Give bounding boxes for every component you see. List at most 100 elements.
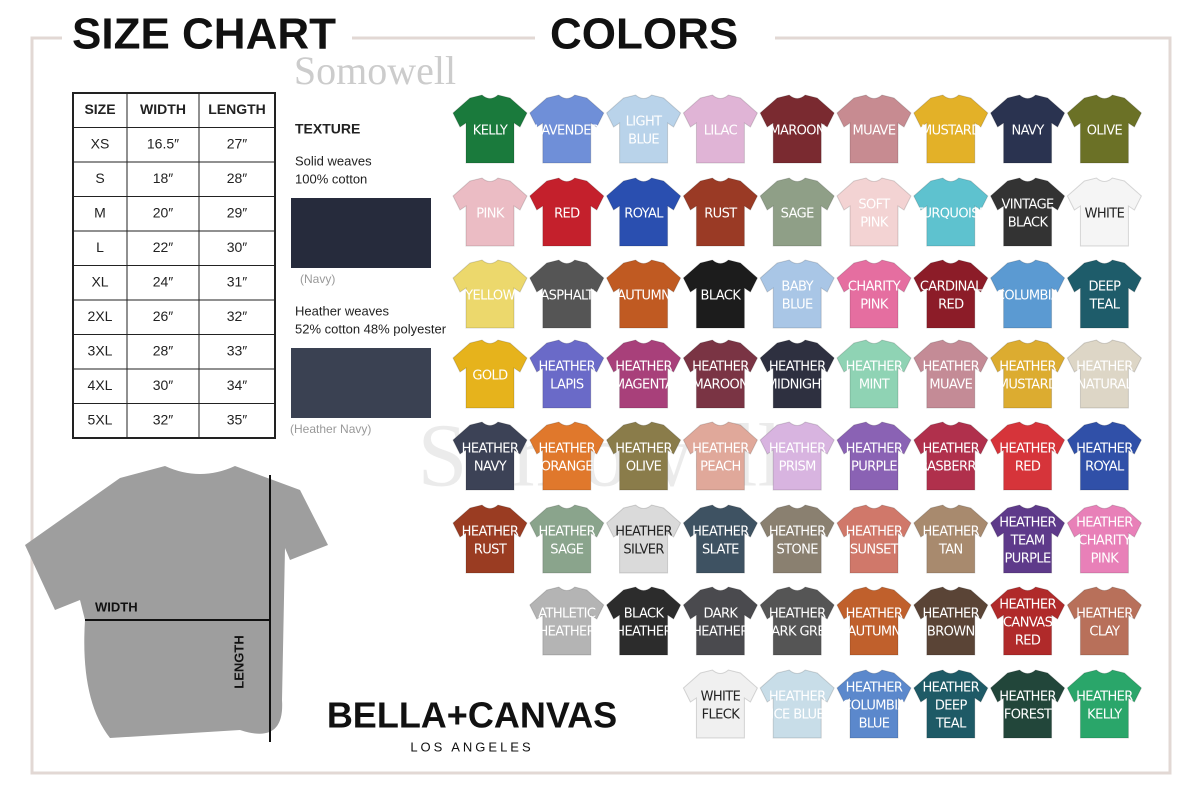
color-label: HEATHER: [615, 625, 672, 640]
color-shirt: [913, 504, 989, 574]
color-label: HEATHER: [1076, 516, 1133, 531]
color-label: HEATHER: [769, 525, 826, 540]
color-shirt: [605, 177, 682, 247]
color-label: ASPHALT: [540, 289, 594, 304]
color-label: HEATHER: [846, 442, 903, 457]
color-shirt: [529, 339, 605, 409]
texture-title: TEXTURE: [295, 121, 360, 137]
color-shirt: [605, 421, 682, 491]
color-label: KELLY: [1087, 708, 1122, 723]
color-label: MUSTARD: [998, 378, 1058, 393]
color-shirt: [529, 421, 605, 491]
color-label: NATURAL: [1077, 378, 1134, 393]
color-label: LAVENDER: [534, 124, 599, 139]
color-shirt: [759, 504, 835, 574]
color-label: HEATHER: [846, 360, 903, 375]
color-shirt: [452, 339, 528, 409]
color-shirt: [682, 94, 759, 164]
color-label: DARK GREY: [762, 625, 833, 640]
color-shirt: [682, 504, 759, 574]
color-label: PEACH: [700, 460, 741, 475]
color-label: LAPIS: [550, 378, 584, 393]
texture-desc: Solid weaves: [295, 153, 372, 168]
color-shirt: [529, 177, 605, 247]
color-label: HEATHER: [846, 681, 903, 696]
table-cell: 28″: [227, 170, 248, 186]
color-label: AUTUMN: [617, 289, 670, 304]
color-label: CLAY: [1089, 625, 1120, 640]
table-cell: 5XL: [88, 411, 113, 427]
color-label: HEATHER: [692, 360, 749, 375]
color-label: HEATHER: [769, 442, 826, 457]
color-label: NAVY: [1011, 124, 1044, 139]
color-label: TURQUOISE: [914, 207, 987, 222]
color-shirt: [605, 94, 682, 164]
color-label: SILVER: [623, 543, 664, 558]
color-label: DARK: [703, 607, 738, 622]
table-cell: 2XL: [88, 308, 113, 324]
color-label: DEEP: [1088, 280, 1121, 295]
color-label: CANVAS: [1003, 616, 1053, 631]
color-label: SOFT: [858, 198, 890, 213]
color-label: COLUMBIA: [842, 699, 906, 714]
color-label: HEATHER: [1076, 360, 1133, 375]
color-shirt: [452, 177, 528, 247]
table-cell: 30″: [153, 377, 174, 393]
table-cell: 26″: [153, 308, 174, 324]
color-shirt: [913, 259, 989, 329]
title-bg: [535, 10, 775, 60]
color-label: PINK: [860, 298, 889, 313]
table-cell: 18″: [153, 170, 174, 186]
color-label: MUAVE: [929, 378, 972, 393]
table-cell: S: [95, 170, 104, 186]
table-cell: 33″: [227, 342, 248, 358]
color-shirt: [759, 339, 835, 409]
color-label: HEATHER: [1076, 607, 1133, 622]
color-shirt: [452, 504, 528, 574]
texture-swatch: [291, 198, 431, 268]
table-cell: 35″: [227, 411, 248, 427]
table-header: SIZE: [84, 101, 115, 117]
color-label: BROWN: [927, 625, 975, 640]
color-label: MINT: [859, 378, 890, 393]
color-shirt: [913, 177, 989, 247]
brand-name: BELLA+CANVAS: [327, 695, 617, 736]
color-shirt: [836, 339, 912, 409]
color-label: HEATHER: [462, 525, 519, 540]
color-label: ROYAL: [624, 207, 664, 222]
color-label: BLACK: [1008, 216, 1049, 231]
color-label: PURPLE: [851, 460, 897, 475]
shirt-diagram: [25, 466, 328, 738]
color-shirt: [836, 504, 912, 574]
colors-title: COLORS: [550, 10, 738, 59]
color-label: SUNSET: [850, 543, 899, 558]
color-label: HEATHER: [769, 607, 826, 622]
color-label: HEATHER: [922, 360, 979, 375]
color-label: HEATHER: [615, 360, 672, 375]
color-label: BLACK: [701, 289, 742, 304]
color-label: HEATHER: [462, 442, 519, 457]
texture-desc: 100% cotton: [295, 171, 367, 186]
table-cell: XL: [91, 273, 108, 289]
color-label: HEATHER: [1076, 442, 1133, 457]
table-cell: 3XL: [88, 342, 113, 358]
color-label: WHITE: [701, 690, 741, 705]
color-shirt: [1066, 94, 1143, 164]
color-shirt: [989, 339, 1066, 409]
color-label: HEATHER: [615, 442, 672, 457]
color-label: GOLD: [472, 369, 508, 384]
color-shirt: [989, 94, 1066, 164]
color-shirt: [682, 177, 759, 247]
color-label: PINK: [476, 207, 505, 222]
color-label: DEEP: [935, 699, 968, 714]
color-label: HEATHER: [692, 525, 749, 540]
color-shirt: [682, 669, 759, 739]
color-shirt: [529, 504, 605, 574]
color-label: MAROON: [693, 378, 749, 393]
color-shirt: [913, 94, 989, 164]
color-shirt: [836, 669, 912, 739]
color-label: HEATHER: [538, 360, 595, 375]
color-shirt: [989, 177, 1066, 247]
color-label: HEATHER: [615, 525, 672, 540]
